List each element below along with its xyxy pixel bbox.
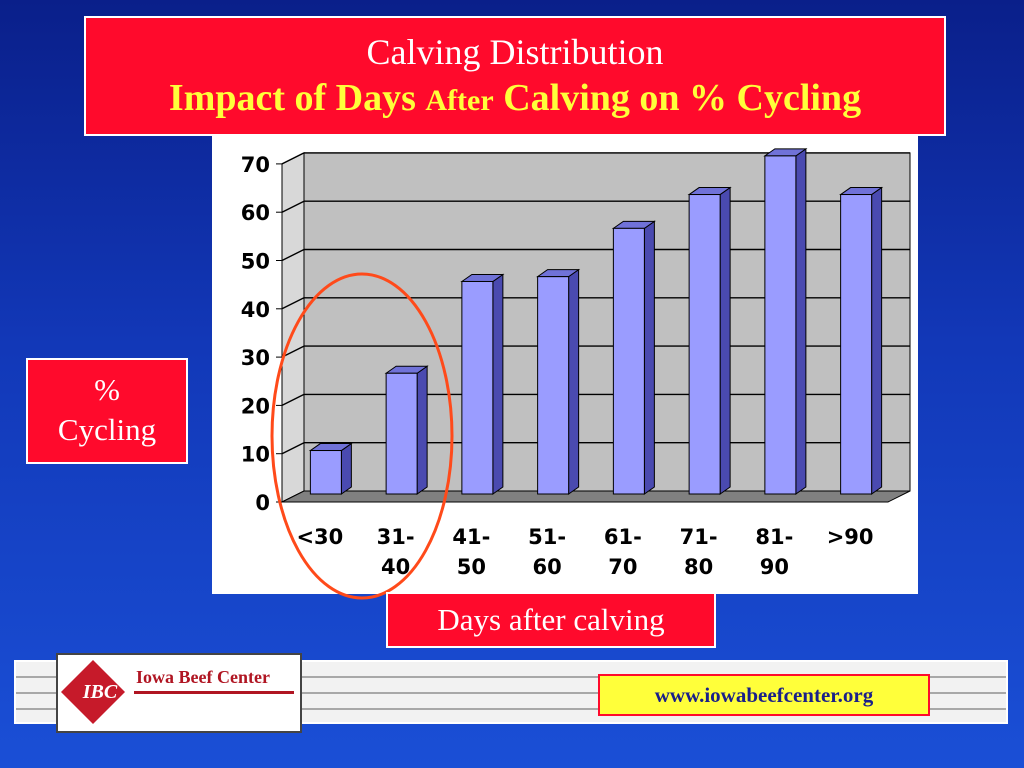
chart-panel: 0 10 20 30 40 50 60 70 <30 31- 40 41- 50 51- 60 61- 70 71… xyxy=(212,136,918,600)
x-tick-label: 51- xyxy=(528,525,566,549)
bar xyxy=(461,280,494,495)
x-tick-label: 71- xyxy=(680,525,718,549)
gridline-side xyxy=(281,442,305,455)
x-tick-label: <30 xyxy=(296,525,343,549)
gridline-side xyxy=(281,297,305,310)
bar-side xyxy=(416,365,428,495)
y-axis-label-symbol: % xyxy=(94,372,120,407)
subtitle-part2: Calving on % Cycling xyxy=(493,77,862,119)
bar xyxy=(688,194,721,495)
chart-subtitle: Impact of Days After Calving on % Cyclin… xyxy=(86,76,944,123)
y-tick-label: 10 xyxy=(241,443,270,467)
x-tick-label: 81- xyxy=(755,525,793,549)
website-url[interactable]: www.iowabeefcenter.org xyxy=(598,674,930,716)
bar xyxy=(840,194,873,495)
chart-title: Calving Distribution xyxy=(366,32,664,72)
plot-floor xyxy=(281,490,911,503)
y-tick-label: 50 xyxy=(241,250,270,274)
bar-side xyxy=(568,268,580,495)
x-tick-label: 41- xyxy=(452,525,490,549)
subtitle-part1: Impact of Days xyxy=(168,77,426,119)
bar xyxy=(309,450,342,495)
y-tick-label: 20 xyxy=(241,394,270,418)
x-tick-label: 80 xyxy=(684,555,713,579)
bar-side xyxy=(719,186,731,495)
logo-name: Iowa Beef Center xyxy=(136,667,270,687)
gridline-side xyxy=(281,248,305,262)
x-tick-label: 70 xyxy=(608,555,637,579)
y-tick-label: 0 xyxy=(255,491,270,515)
logo: IBC Iowa Beef Center xyxy=(56,653,302,733)
y-tick-label: 30 xyxy=(241,346,270,370)
gridline-side xyxy=(281,200,305,213)
bar-chart: 0 10 20 30 40 50 60 70 <30 31- 40 41- 50 51- 60 61- 70 71… xyxy=(241,147,911,600)
gridline-side xyxy=(281,345,305,358)
y-tick-label: 40 xyxy=(241,298,270,322)
x-axis-label: Days after calving xyxy=(386,592,716,648)
logo-initials: IBC xyxy=(82,681,118,703)
gridline-side xyxy=(281,393,305,407)
plot-side-wall xyxy=(281,152,305,503)
y-axis-label-text: Cycling xyxy=(57,412,157,447)
y-tick-label: 70 xyxy=(241,153,270,177)
subtitle-small-word: After xyxy=(425,84,494,117)
bar-side xyxy=(492,273,504,495)
x-tick-label: >90 xyxy=(827,525,874,549)
bar-side xyxy=(340,442,352,495)
x-tick-label: 90 xyxy=(760,555,789,579)
bar xyxy=(764,155,797,495)
bar xyxy=(612,227,645,495)
x-tick-label: 40 xyxy=(381,555,410,579)
title-box: Calving Distribution Impact of Days Afte… xyxy=(84,16,946,136)
y-tick-label: 60 xyxy=(241,201,270,225)
x-tick-label: 50 xyxy=(457,555,486,579)
bar xyxy=(537,276,570,495)
gridline-side xyxy=(281,152,305,165)
bar-side xyxy=(795,147,807,495)
logo-rule xyxy=(134,691,294,694)
highlight-circle xyxy=(270,272,454,600)
y-axis-label: % Cycling xyxy=(26,358,188,464)
bar-side xyxy=(643,220,655,495)
bar xyxy=(385,372,418,495)
x-tick-label: 61- xyxy=(604,525,642,549)
x-tick-label: 60 xyxy=(533,555,562,579)
bar-side xyxy=(871,186,883,495)
x-tick-label: 31- xyxy=(377,525,415,549)
